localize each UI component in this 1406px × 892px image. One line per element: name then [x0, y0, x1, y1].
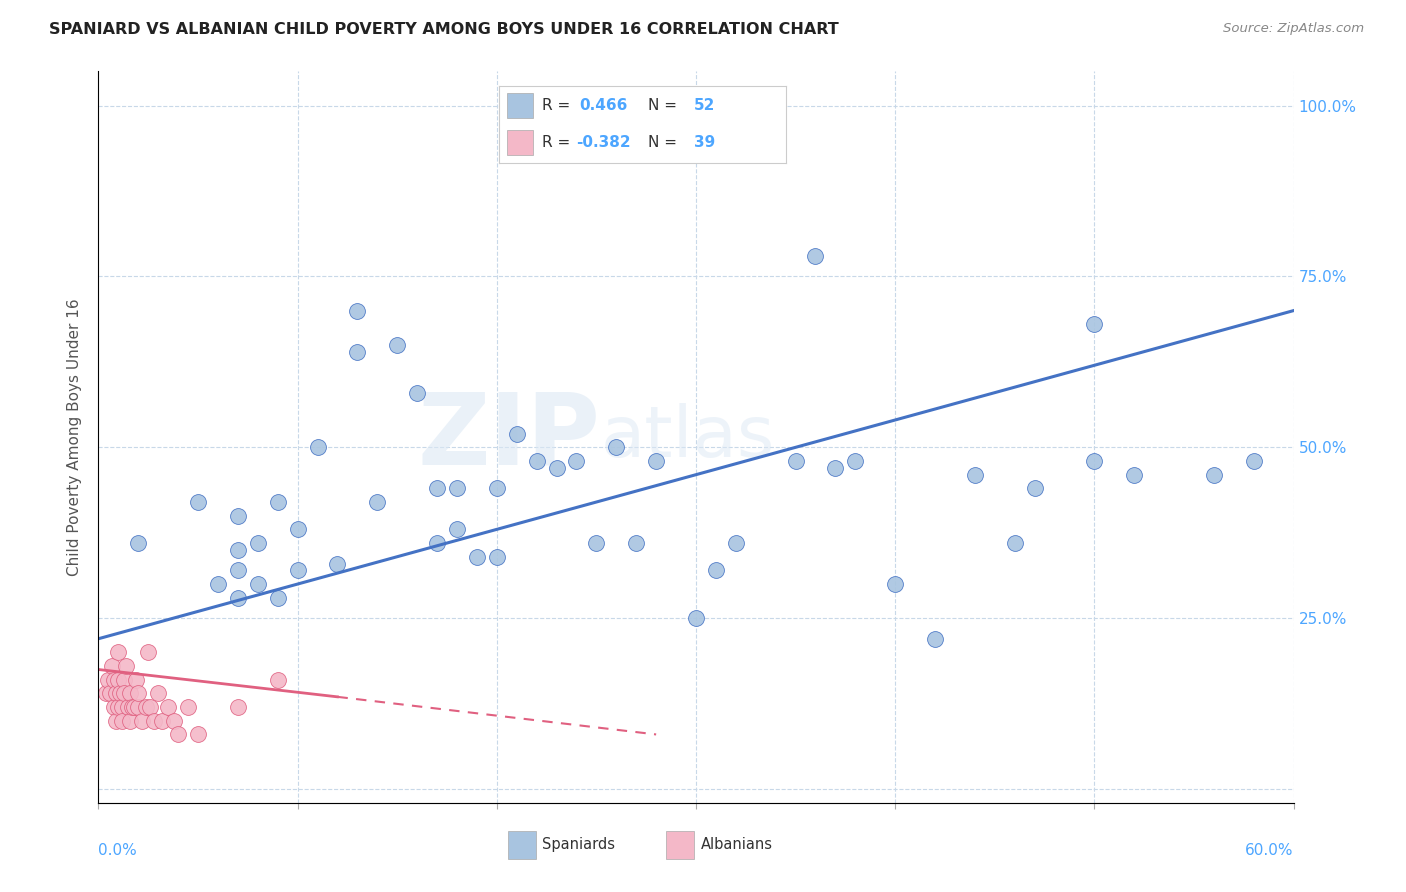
Point: [157, 700, 180, 714]
Point: [884, 577, 907, 591]
Point: [136, 645, 159, 659]
Text: SPANIARD VS ALBANIAN CHILD POVERTY AMONG BOYS UNDER 16 CORRELATION CHART: SPANIARD VS ALBANIAN CHILD POVERTY AMONG…: [49, 22, 839, 37]
Point: [385, 338, 409, 352]
Point: [187, 727, 209, 741]
Point: [287, 522, 309, 536]
Point: [148, 686, 170, 700]
Point: [105, 686, 128, 700]
Point: [724, 536, 747, 550]
Point: [107, 673, 129, 687]
Point: [117, 700, 139, 714]
Point: [103, 673, 125, 687]
Point: [366, 495, 388, 509]
Point: [120, 686, 142, 700]
Point: [267, 495, 290, 509]
Point: [506, 426, 529, 441]
Point: [226, 700, 249, 714]
Point: [226, 542, 249, 557]
Point: [1083, 318, 1105, 332]
Point: [1083, 454, 1105, 468]
Point: [115, 659, 138, 673]
Point: [226, 563, 249, 577]
Text: atlas: atlas: [600, 402, 775, 472]
Point: [963, 467, 986, 482]
Point: [125, 673, 148, 687]
Point: [446, 522, 468, 536]
Point: [97, 673, 120, 687]
Point: [167, 727, 190, 741]
Point: [307, 440, 329, 454]
Text: 60.0%: 60.0%: [1246, 843, 1294, 858]
Point: [111, 700, 134, 714]
Point: [426, 536, 449, 550]
Point: [207, 577, 229, 591]
Point: [685, 611, 707, 625]
Y-axis label: Child Poverty Among Boys Under 16: Child Poverty Among Boys Under 16: [67, 298, 83, 576]
Point: [127, 686, 149, 700]
Point: [111, 714, 134, 728]
Point: [246, 577, 269, 591]
Point: [127, 700, 149, 714]
Point: [124, 700, 146, 714]
Point: [645, 454, 668, 468]
Point: [1024, 481, 1046, 495]
Point: [143, 714, 166, 728]
Point: [485, 549, 508, 564]
Point: [446, 481, 468, 495]
Point: [121, 700, 143, 714]
Text: 0.0%: 0.0%: [98, 843, 138, 858]
Point: [465, 549, 488, 564]
Point: [287, 563, 309, 577]
Point: [546, 460, 568, 475]
Point: [112, 673, 135, 687]
Point: [163, 714, 186, 728]
Point: [804, 249, 827, 263]
Point: [112, 686, 135, 700]
Point: [1123, 467, 1146, 482]
Point: [98, 686, 122, 700]
Point: [406, 385, 429, 400]
Point: [246, 536, 269, 550]
Point: [605, 440, 627, 454]
Text: Source: ZipAtlas.com: Source: ZipAtlas.com: [1223, 22, 1364, 36]
Point: [426, 481, 449, 495]
Point: [101, 659, 124, 673]
Point: [139, 700, 162, 714]
Point: [120, 714, 142, 728]
Point: [107, 645, 129, 659]
Point: [346, 344, 368, 359]
Point: [1243, 454, 1265, 468]
Point: [1202, 467, 1225, 482]
Point: [105, 714, 128, 728]
Point: [135, 700, 157, 714]
Point: [824, 460, 846, 475]
Point: [150, 714, 173, 728]
Point: [526, 454, 548, 468]
Point: [187, 495, 209, 509]
Point: [704, 563, 727, 577]
Point: [326, 557, 349, 571]
Point: [96, 686, 118, 700]
Point: [267, 673, 290, 687]
Point: [226, 508, 249, 523]
Point: [267, 591, 290, 605]
Point: [127, 536, 149, 550]
Point: [107, 700, 129, 714]
Text: ZIP: ZIP: [418, 389, 600, 485]
Point: [1004, 536, 1026, 550]
Point: [565, 454, 588, 468]
Point: [585, 536, 607, 550]
Point: [844, 454, 866, 468]
Point: [485, 481, 508, 495]
Point: [346, 303, 368, 318]
Point: [131, 714, 153, 728]
Point: [226, 591, 249, 605]
Point: [110, 686, 132, 700]
Point: [177, 700, 200, 714]
Point: [626, 536, 648, 550]
Point: [924, 632, 946, 646]
Point: [785, 454, 807, 468]
Point: [103, 700, 125, 714]
